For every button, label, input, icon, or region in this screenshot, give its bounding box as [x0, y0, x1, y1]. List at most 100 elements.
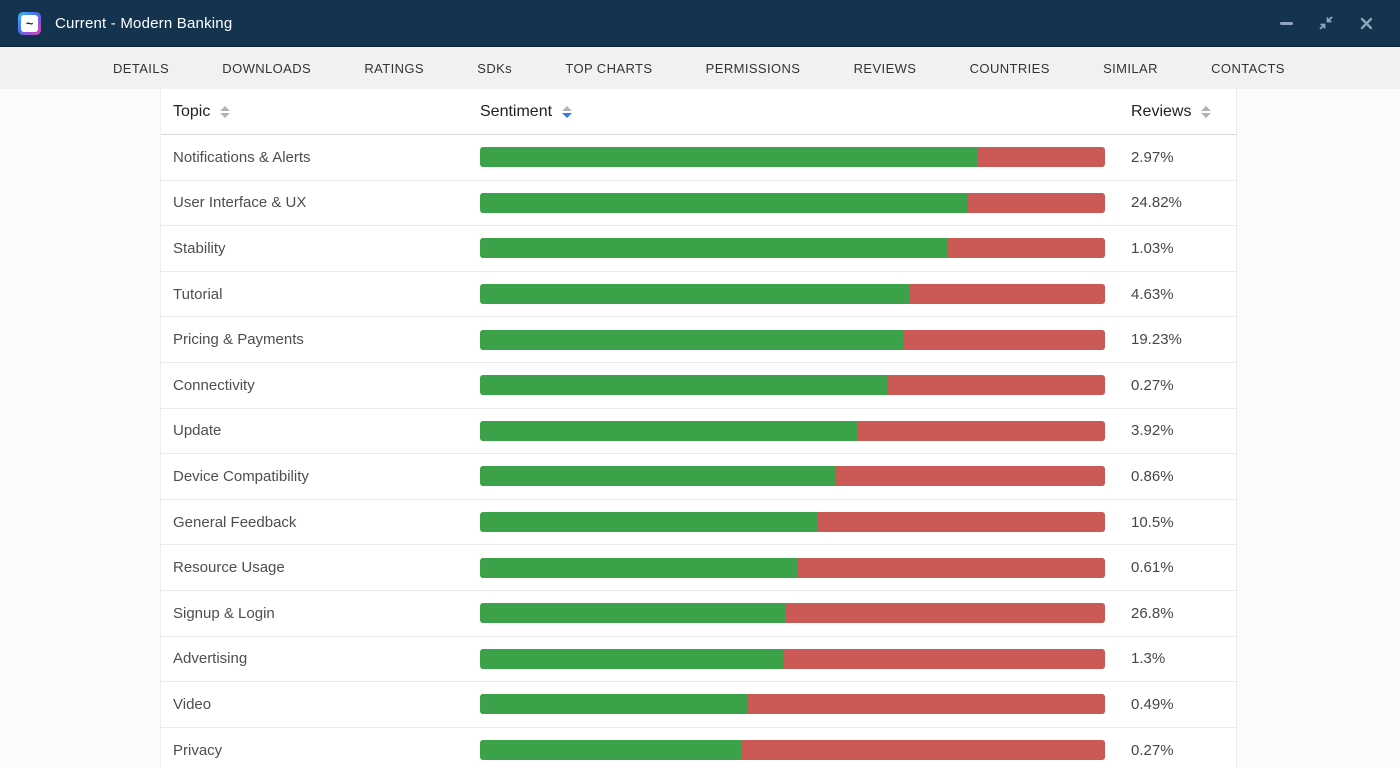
- sentiment-cell: [480, 740, 1114, 761]
- sentiment-cell: [480, 284, 1114, 305]
- column-label-sentiment: Sentiment: [480, 102, 553, 120]
- negative-sentiment-segment: [968, 192, 1105, 213]
- negative-sentiment-segment: [978, 147, 1105, 168]
- sentiment-bar: [480, 420, 1105, 441]
- table-row[interactable]: Video 0.49%: [161, 682, 1236, 728]
- tab-permissions[interactable]: PERMISSIONS: [705, 60, 801, 76]
- tab-similar[interactable]: SIMILAR: [1103, 60, 1158, 76]
- reviews-percentage: 1.03%: [1131, 239, 1174, 257]
- column-header-topic[interactable]: Topic: [161, 103, 480, 121]
- topic-label: Update: [173, 422, 222, 440]
- tab-details[interactable]: DETAILS: [113, 60, 170, 76]
- table-row[interactable]: Notifications & Alerts 2.97%: [161, 135, 1236, 181]
- table-row[interactable]: Connectivity 0.27%: [161, 363, 1236, 409]
- table-row[interactable]: Update 3.92%: [161, 409, 1236, 455]
- sentiment-bar: [480, 694, 1105, 715]
- positive-sentiment-segment: [480, 192, 969, 213]
- table-row[interactable]: Device Compatibility 0.86%: [161, 454, 1236, 500]
- minimize-icon: [1279, 21, 1293, 25]
- topic-label: Resource Usage: [173, 559, 285, 577]
- column-label-reviews: Reviews: [1131, 102, 1192, 120]
- reviews-percentage: 2.97%: [1131, 148, 1174, 166]
- reviews-percentage: 19.23%: [1131, 331, 1182, 349]
- app-logo-icon: ~: [18, 11, 41, 35]
- positive-sentiment-segment: [480, 420, 857, 441]
- table-row[interactable]: User Interface & UX 24.82%: [161, 181, 1236, 227]
- sentiment-bar: [480, 284, 1105, 305]
- table-row[interactable]: Tutorial 4.63%: [161, 272, 1236, 318]
- negative-sentiment-segment: [886, 375, 1105, 396]
- reviews-percentage: 24.82%: [1131, 194, 1182, 212]
- table-row[interactable]: Signup & Login 26.8%: [161, 591, 1236, 637]
- negative-sentiment-segment: [748, 694, 1105, 715]
- sentiment-cell: [480, 375, 1114, 396]
- sentiment-bar: [480, 375, 1105, 396]
- positive-sentiment-segment: [480, 147, 979, 168]
- tab-bar: DETAILS DOWNLOADS RATINGS SDKs TOP CHARTS PER…: [0, 47, 1400, 89]
- restore-button[interactable]: [1318, 15, 1334, 31]
- reviews-percentage: 4.63%: [1131, 285, 1174, 303]
- sort-icon-reviews: [1201, 105, 1212, 118]
- topic-label: Signup & Login: [173, 604, 275, 622]
- positive-sentiment-segment: [480, 740, 742, 761]
- sentiment-topics-table: Topic Sentiment Reviews: [160, 89, 1237, 768]
- sentiment-bar: [480, 603, 1105, 624]
- sentiment-bar: [480, 512, 1105, 533]
- negative-sentiment-segment: [948, 238, 1105, 259]
- positive-sentiment-segment: [480, 466, 835, 487]
- reviews-percentage: 10.5%: [1131, 513, 1174, 531]
- sentiment-bar: [480, 329, 1105, 350]
- table-row[interactable]: Privacy 0.27%: [161, 728, 1236, 768]
- tab-top-charts[interactable]: TOP CHARTS: [565, 60, 653, 76]
- negative-sentiment-segment: [856, 420, 1105, 441]
- window-controls: [1278, 15, 1374, 31]
- positive-sentiment-segment: [480, 375, 887, 396]
- topic-label: Notifications & Alerts: [173, 148, 311, 166]
- tab-contacts[interactable]: CONTACTS: [1211, 60, 1285, 76]
- positive-sentiment-segment: [480, 329, 904, 350]
- column-header-reviews[interactable]: Reviews: [1114, 103, 1236, 121]
- topic-label: Tutorial: [173, 285, 223, 303]
- positive-sentiment-segment: [480, 648, 784, 669]
- reviews-percentage: 0.27%: [1131, 741, 1174, 759]
- tab-countries[interactable]: COUNTRIES: [969, 60, 1050, 76]
- column-header-sentiment[interactable]: Sentiment: [480, 103, 1114, 121]
- topic-label: Video: [173, 695, 212, 713]
- topic-label: Device Compatibility: [173, 467, 309, 485]
- sentiment-bar: [480, 466, 1105, 487]
- positive-sentiment-segment: [480, 694, 749, 715]
- table-row[interactable]: Resource Usage 0.61%: [161, 545, 1236, 591]
- tab-reviews[interactable]: REVIEWS: [853, 60, 917, 76]
- negative-sentiment-segment: [741, 740, 1105, 761]
- topic-label: General Feedback: [173, 513, 297, 531]
- sentiment-bar: [480, 648, 1105, 669]
- positive-sentiment-segment: [480, 603, 787, 624]
- reviews-percentage: 1.3%: [1131, 650, 1166, 668]
- topic-label: Pricing & Payments: [173, 331, 304, 349]
- tab-ratings[interactable]: RATINGS: [364, 60, 424, 76]
- topic-label: User Interface & UX: [173, 194, 307, 212]
- table-row[interactable]: Pricing & Payments 19.23%: [161, 317, 1236, 363]
- table-row[interactable]: Stability 1.03%: [161, 226, 1236, 272]
- sentiment-bar: [480, 740, 1105, 761]
- negative-sentiment-segment: [783, 648, 1105, 669]
- topic-label: Privacy: [173, 741, 223, 759]
- tab-sdks[interactable]: SDKs: [477, 60, 513, 76]
- close-icon: [1360, 17, 1372, 29]
- topic-label: Advertising: [173, 650, 248, 668]
- reviews-percentage: 0.86%: [1131, 467, 1174, 485]
- table-body: Notifications & Alerts 2.97% User Interfac…: [161, 135, 1236, 768]
- column-label-topic: Topic: [173, 102, 211, 120]
- reviews-percentage: 0.49%: [1131, 695, 1174, 713]
- table-row[interactable]: General Feedback 10.5%: [161, 500, 1236, 546]
- table-row[interactable]: Advertising 1.3%: [161, 637, 1236, 683]
- minimize-button[interactable]: [1278, 15, 1294, 31]
- sentiment-cell: [480, 329, 1114, 350]
- reviews-percentage: 26.8%: [1131, 604, 1174, 622]
- tab-downloads[interactable]: DOWNLOADS: [222, 60, 312, 76]
- close-button[interactable]: [1358, 15, 1374, 31]
- content-area: Topic Sentiment Reviews: [0, 89, 1400, 768]
- reviews-percentage: 0.61%: [1131, 559, 1174, 577]
- window-titlebar: ~ Current - Modern Banking: [0, 0, 1400, 47]
